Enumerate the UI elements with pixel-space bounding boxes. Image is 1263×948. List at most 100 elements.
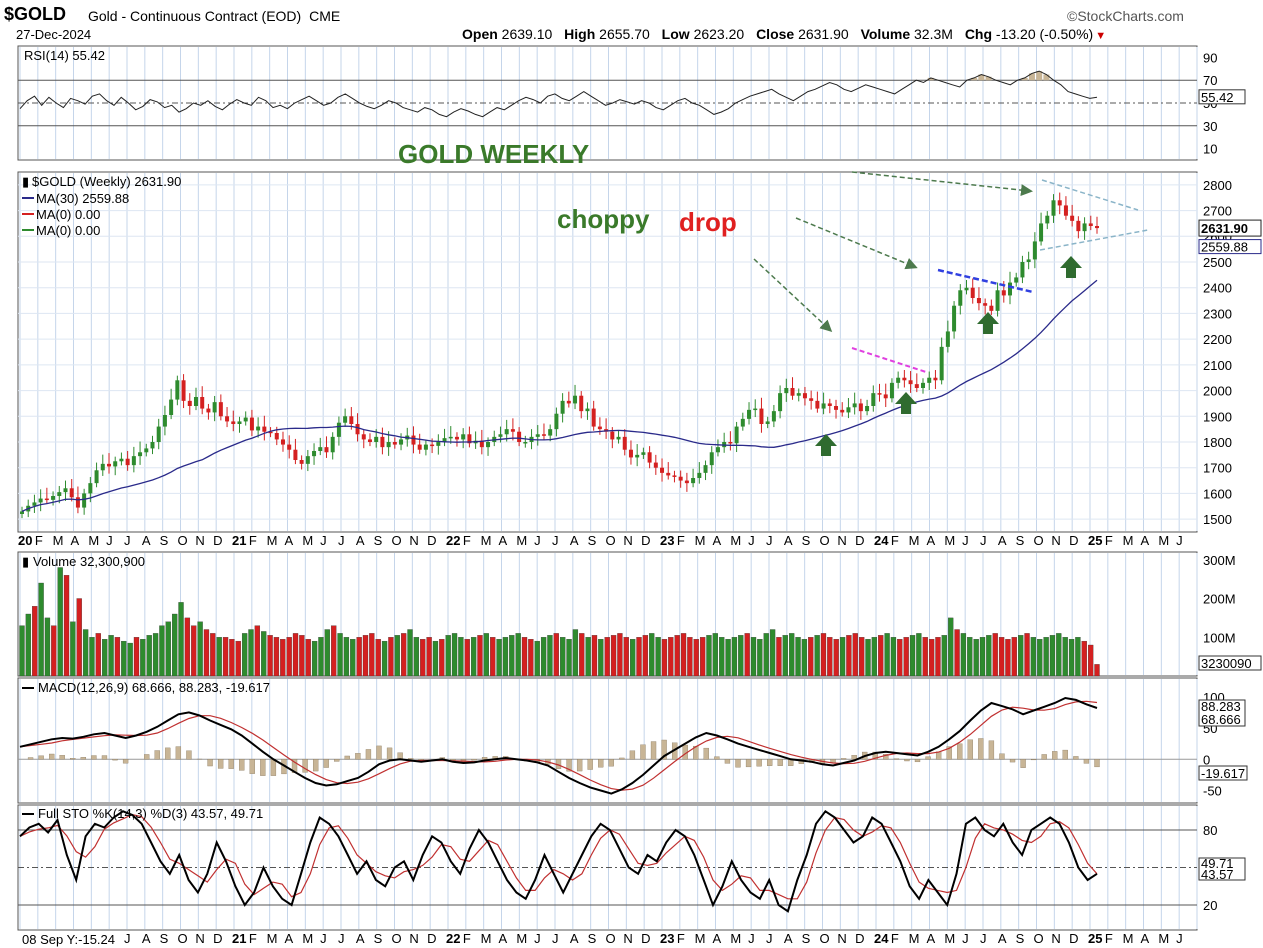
candle-body	[461, 434, 466, 440]
candle-body	[945, 331, 950, 347]
candle-body	[293, 449, 298, 460]
candle-body	[411, 435, 416, 445]
time-tick-label: M	[1123, 931, 1134, 946]
histogram-bar	[217, 759, 224, 769]
time-tick-label: O	[820, 931, 830, 946]
histogram-bar	[165, 747, 171, 760]
time-tick-label: S	[1016, 931, 1025, 946]
time-tick-label: M	[302, 533, 313, 548]
volume-bar	[769, 629, 776, 677]
description-text: Gold - Continuous Contract (EOD)	[88, 8, 302, 24]
volume-bar	[464, 639, 470, 677]
volume-bar	[680, 633, 687, 677]
candle-body	[200, 397, 205, 409]
sto-tick-label: 20	[1203, 898, 1217, 913]
price-tick-label: 1600	[1203, 486, 1232, 501]
volume-bar	[362, 635, 369, 677]
volume-bar	[375, 639, 381, 677]
candle-body	[510, 429, 515, 432]
histogram-bar	[640, 744, 646, 760]
histogram-bar	[735, 759, 741, 768]
sto-d-line	[19, 813, 1098, 900]
time-tick-label: M	[1123, 533, 1134, 548]
histogram-bar	[629, 750, 636, 760]
volume-title: Volume 32,300,900	[33, 554, 145, 569]
volume-bar	[1037, 639, 1043, 677]
time-tick-label: 23	[660, 533, 674, 548]
rsi-tick-label: 70	[1203, 73, 1217, 88]
volume-bar	[795, 637, 801, 677]
time-tick-label: S	[160, 533, 169, 548]
time-tick-label: A	[285, 533, 294, 548]
histogram-bar	[1062, 749, 1068, 760]
volume-bar	[32, 606, 38, 677]
histogram-bar	[661, 739, 667, 760]
volume-bar	[229, 639, 235, 677]
candle-body	[125, 458, 130, 466]
candle-body	[560, 400, 565, 414]
time-tick-label: M	[944, 533, 955, 548]
volume-bar	[407, 629, 413, 677]
histogram-bar	[756, 759, 762, 767]
volume-bar	[102, 639, 108, 677]
candle-body	[349, 416, 354, 424]
time-tick-label: 21	[232, 533, 246, 548]
candle-body	[1008, 282, 1013, 296]
time-tick-label: N	[195, 533, 204, 548]
time-tick-label: A	[998, 533, 1007, 548]
volume-bar	[203, 629, 210, 677]
candle-body	[430, 444, 435, 447]
price-tick-label: 2200	[1203, 332, 1232, 347]
time-tick-label: S	[802, 533, 811, 548]
chart-date: 27-Dec-2024	[16, 27, 92, 42]
price-tick-label: 2800	[1203, 178, 1232, 193]
volume-bar	[884, 633, 890, 677]
candle-body	[653, 462, 658, 468]
close-value: 2631.90	[798, 26, 849, 42]
candle-body	[504, 429, 509, 435]
histogram-bar	[999, 753, 1005, 760]
volume-bar	[992, 633, 998, 677]
annotation-choppy: choppy	[557, 204, 650, 234]
volume-bar	[757, 639, 763, 677]
volume-bar	[909, 635, 916, 677]
time-tick-label: 20	[18, 533, 32, 548]
candle-body	[1082, 223, 1087, 232]
candle-body	[392, 442, 397, 445]
candle-body	[1032, 241, 1037, 260]
volume-bar	[960, 633, 967, 677]
histogram-bar	[144, 754, 150, 760]
volume-bar	[445, 635, 451, 677]
candle-body	[262, 426, 267, 432]
candle-body	[995, 290, 1000, 311]
candle-body	[548, 429, 553, 436]
time-tick-label: A	[927, 533, 936, 548]
volume-bar	[381, 640, 388, 677]
volume-bar	[502, 637, 509, 677]
candle-body	[927, 377, 932, 383]
histogram-bar	[239, 759, 245, 771]
volume-bar	[108, 635, 114, 677]
triangle-upper-line	[1041, 179, 1139, 211]
volume-bar	[617, 633, 623, 677]
histogram-bar	[904, 759, 910, 762]
candle-body	[330, 436, 335, 453]
candle-body	[380, 436, 385, 448]
macd-panel-frame	[17, 677, 1198, 804]
candle-body	[436, 442, 441, 446]
price-tick-label: 1700	[1203, 461, 1232, 476]
time-tick-label: J	[124, 931, 131, 946]
time-tick-label: N	[409, 533, 418, 548]
candle-body	[734, 426, 739, 444]
candle-body	[193, 397, 198, 406]
chg-label: Chg	[964, 26, 993, 42]
volume-bar	[235, 640, 241, 677]
volume-bar	[890, 637, 897, 677]
candle-body	[343, 416, 348, 423]
time-tick-label: A	[499, 931, 508, 946]
last-price-label: 2631.90	[1201, 221, 1248, 236]
volume-bar	[1043, 637, 1049, 677]
volume-bar	[699, 637, 706, 677]
volume-bar	[833, 639, 839, 677]
time-tick-label: F	[1105, 533, 1113, 548]
